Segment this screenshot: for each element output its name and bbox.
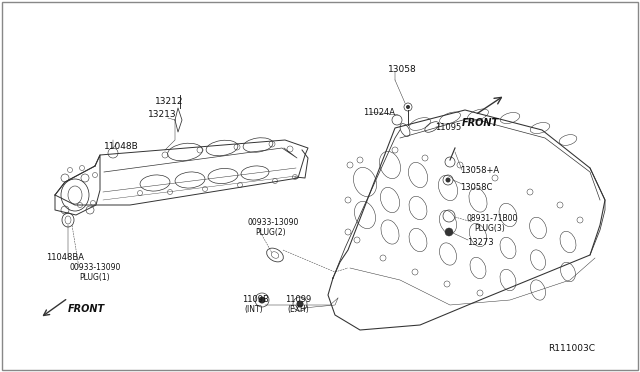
Text: 13212: 13212: [155, 97, 184, 106]
Circle shape: [445, 228, 453, 236]
Text: FRONT: FRONT: [462, 118, 499, 128]
Text: 13273: 13273: [467, 238, 493, 247]
Text: PLUG(2): PLUG(2): [255, 228, 285, 237]
Circle shape: [296, 301, 303, 308]
Text: 11024A: 11024A: [363, 108, 395, 117]
Text: 11095: 11095: [435, 123, 461, 132]
Text: 00933-13090: 00933-13090: [69, 263, 120, 272]
Text: R111003C: R111003C: [548, 344, 595, 353]
Text: 13058C: 13058C: [460, 183, 492, 192]
Text: 11048BA: 11048BA: [46, 253, 84, 262]
Text: PLUG(1): PLUG(1): [79, 273, 109, 282]
Circle shape: [406, 105, 410, 109]
Text: 13213: 13213: [148, 110, 177, 119]
Text: 11099: 11099: [285, 295, 311, 304]
Text: 08931-71B00: 08931-71B00: [467, 214, 518, 223]
Text: 11048B: 11048B: [104, 142, 139, 151]
Text: 13058+A: 13058+A: [460, 166, 499, 175]
Text: 13058: 13058: [388, 65, 417, 74]
Circle shape: [445, 177, 451, 183]
Text: PLUG(3): PLUG(3): [474, 224, 505, 233]
Text: FRONT: FRONT: [68, 304, 105, 314]
Text: (EXH): (EXH): [287, 305, 308, 314]
Text: 1109B: 1109B: [242, 295, 269, 304]
Circle shape: [259, 296, 266, 304]
Text: 00933-13090: 00933-13090: [248, 218, 300, 227]
Text: (INT): (INT): [244, 305, 262, 314]
